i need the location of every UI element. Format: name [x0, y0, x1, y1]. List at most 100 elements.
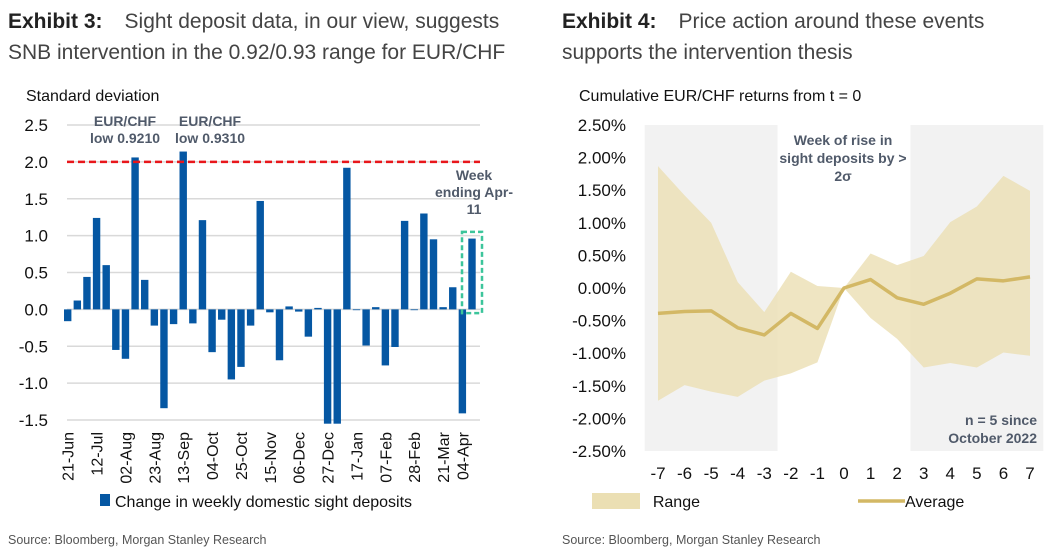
chart-sight-deposits: 2.52.01.51.00.50.0-0.5-1.0-1.5EUR/CHFlow…: [19, 113, 514, 511]
legend-swatch: [100, 494, 110, 506]
exhibit4-source: Source: Bloomberg, Morgan Stanley Resear…: [562, 533, 821, 547]
x-tick-label: 06-Dec: [292, 432, 309, 484]
x-tick-label: 25-Oct: [234, 431, 251, 480]
bar: [102, 265, 110, 310]
y-tick-label: 1.0: [24, 227, 48, 246]
exhibit3-title: Exhibit 3: Sight deposit data, in our vie…: [8, 6, 528, 68]
x-tick-label: 7: [1025, 464, 1034, 483]
exhibit4-title: Exhibit 4: Price action around these even…: [562, 6, 1042, 68]
exhibit3-label: Exhibit 3:: [8, 10, 103, 33]
exhibit3-title-text: Sight deposit data, in our view, suggest…: [8, 10, 506, 64]
annotation-text: sight deposits by >: [779, 150, 906, 166]
bar: [208, 309, 216, 353]
x-tick-label: 07-Feb: [378, 432, 395, 483]
y-tick-label: -1.50%: [572, 377, 626, 396]
bar: [64, 309, 72, 322]
x-tick-label: -1: [810, 464, 825, 483]
bar: [420, 213, 428, 310]
bar: [227, 309, 236, 380]
y-tick-label: -0.5: [19, 337, 48, 356]
y-tick-label: 1.50%: [578, 181, 626, 200]
bar: [439, 307, 447, 310]
annotation-text: 2σ: [834, 168, 852, 184]
chart2-ylabel: Cumulative EUR/CHF returns from t = 0: [579, 88, 862, 105]
y-tick-label: 1.5: [24, 190, 48, 209]
x-tick-label: -2: [783, 464, 798, 483]
annotation-text: low 0.9210: [90, 130, 160, 146]
bar: [323, 309, 332, 424]
exhibit4-title-text: Price action around these events support…: [562, 10, 985, 64]
bar: [458, 309, 467, 414]
x-tick-label: 27-Dec: [321, 432, 338, 484]
bar: [410, 309, 418, 311]
x-tick-label: 4: [946, 464, 955, 483]
y-tick-label: 0.5: [24, 264, 48, 283]
x-tick-label: 04-Oct: [205, 431, 222, 480]
bar: [256, 200, 264, 310]
legend-label: Average: [905, 494, 964, 511]
exhibit4-label: Exhibit 4:: [562, 10, 657, 33]
y-tick-label: 1.00%: [578, 214, 626, 233]
y-tick-label: 0.0: [24, 300, 48, 319]
x-tick-label: 21-Mar: [436, 431, 453, 482]
bar: [112, 309, 120, 350]
bar: [400, 220, 409, 310]
legend-swatch-range: [592, 493, 640, 509]
x-tick-label: 17-Jan: [349, 432, 366, 481]
annotation-text: October 2022: [948, 430, 1037, 446]
bar: [179, 151, 187, 310]
x-tick-label: 21-Jun: [61, 432, 78, 481]
bar: [141, 279, 149, 310]
x-tick-label: 6: [999, 464, 1008, 483]
x-tick-label: 13-Sep: [176, 432, 193, 484]
y-tick-label: 2.50%: [578, 116, 626, 135]
bar: [429, 239, 438, 310]
y-tick-label: 2.0: [24, 153, 48, 172]
bar: [198, 220, 207, 310]
bar: [381, 309, 390, 366]
x-tick-label: 5: [972, 464, 981, 483]
x-tick-label: 15-Nov: [263, 432, 280, 484]
y-tick-label: -2.00%: [572, 409, 626, 428]
y-tick-label: -2.50%: [572, 442, 626, 461]
bar: [352, 309, 361, 311]
bar: [218, 309, 226, 320]
bar: [150, 309, 159, 326]
y-tick-label: 2.00%: [578, 149, 626, 168]
bar: [314, 307, 322, 310]
x-tick-label: 02-Aug: [118, 432, 135, 484]
y-tick-label: -1.00%: [572, 344, 626, 363]
x-tick-label: 2: [892, 464, 901, 483]
bar: [285, 306, 293, 310]
annotation-text: low 0.9310: [175, 130, 245, 146]
x-tick-label: -7: [650, 464, 665, 483]
bar: [83, 276, 91, 310]
bar: [468, 238, 476, 310]
bar: [189, 309, 197, 324]
x-tick-label: -4: [730, 464, 745, 483]
bar: [391, 309, 399, 347]
bar: [295, 309, 303, 312]
annotation-text: 11: [467, 201, 482, 217]
x-tick-label: -3: [757, 464, 772, 483]
x-tick-label: 28-Feb: [407, 432, 424, 483]
annotation-text: EUR/CHF: [179, 113, 242, 129]
bar: [73, 300, 82, 310]
chart1-ylabel: Standard deviation: [26, 88, 160, 105]
x-tick-label: -5: [704, 464, 719, 483]
x-tick-label: 04-Apr: [455, 431, 472, 480]
chart-price-action: 2.50% 2.00% 1.50% 1.00% 0.50% 0.00% -0.50% -1.0…: [572, 116, 1044, 511]
bar: [304, 309, 313, 337]
bar: [121, 309, 130, 359]
y-tick-label: -0.50%: [572, 312, 626, 331]
bar: [246, 309, 255, 326]
bar: [169, 309, 178, 325]
x-tick-label: 3: [919, 464, 928, 483]
annotation-text: ending Apr-: [435, 184, 513, 200]
bar: [266, 309, 274, 313]
x-tick-label: 23-Aug: [147, 432, 164, 484]
y-tick-label: -1.0: [19, 374, 48, 393]
x-tick-label: 12-Jul: [90, 432, 107, 476]
highlight-box: [460, 230, 484, 315]
bar: [362, 309, 370, 346]
